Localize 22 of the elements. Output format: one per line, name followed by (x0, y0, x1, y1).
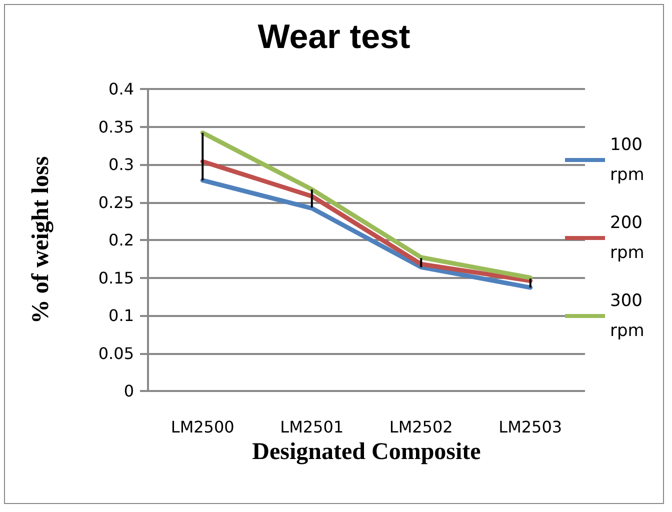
chart-title: Wear test (258, 18, 410, 56)
legend-label: 100 rpm (610, 135, 648, 185)
y-tick-label: 0.15 (98, 268, 134, 288)
y-tick-label: 0.25 (98, 192, 134, 212)
legend-label: 200 rpm (610, 213, 648, 263)
y-tick-label: 0.35 (98, 117, 134, 136)
x-tick-label: LM2503 (498, 418, 562, 436)
y-tick-label: 0 (124, 382, 134, 400)
legend-label: 300 rpm (610, 291, 648, 341)
line-series (200, 178, 533, 290)
x-tick-label: LM2502 (389, 418, 453, 436)
line-series (200, 159, 533, 284)
y-tick-label: 0.3 (108, 155, 134, 174)
y-tick-label: 0.05 (98, 344, 134, 363)
x-axis-title: Designated Composite (252, 438, 482, 465)
y-tick-label: 0.4 (108, 80, 134, 98)
y-tick-label: 0.1 (108, 306, 134, 325)
line-series (200, 130, 533, 280)
x-tick-label: LM2500 (170, 418, 234, 436)
y-tick-label: 0.2 (108, 230, 134, 250)
y-axis-title: % of weight loss (28, 156, 54, 324)
x-tick-label: LM2501 (280, 418, 344, 436)
